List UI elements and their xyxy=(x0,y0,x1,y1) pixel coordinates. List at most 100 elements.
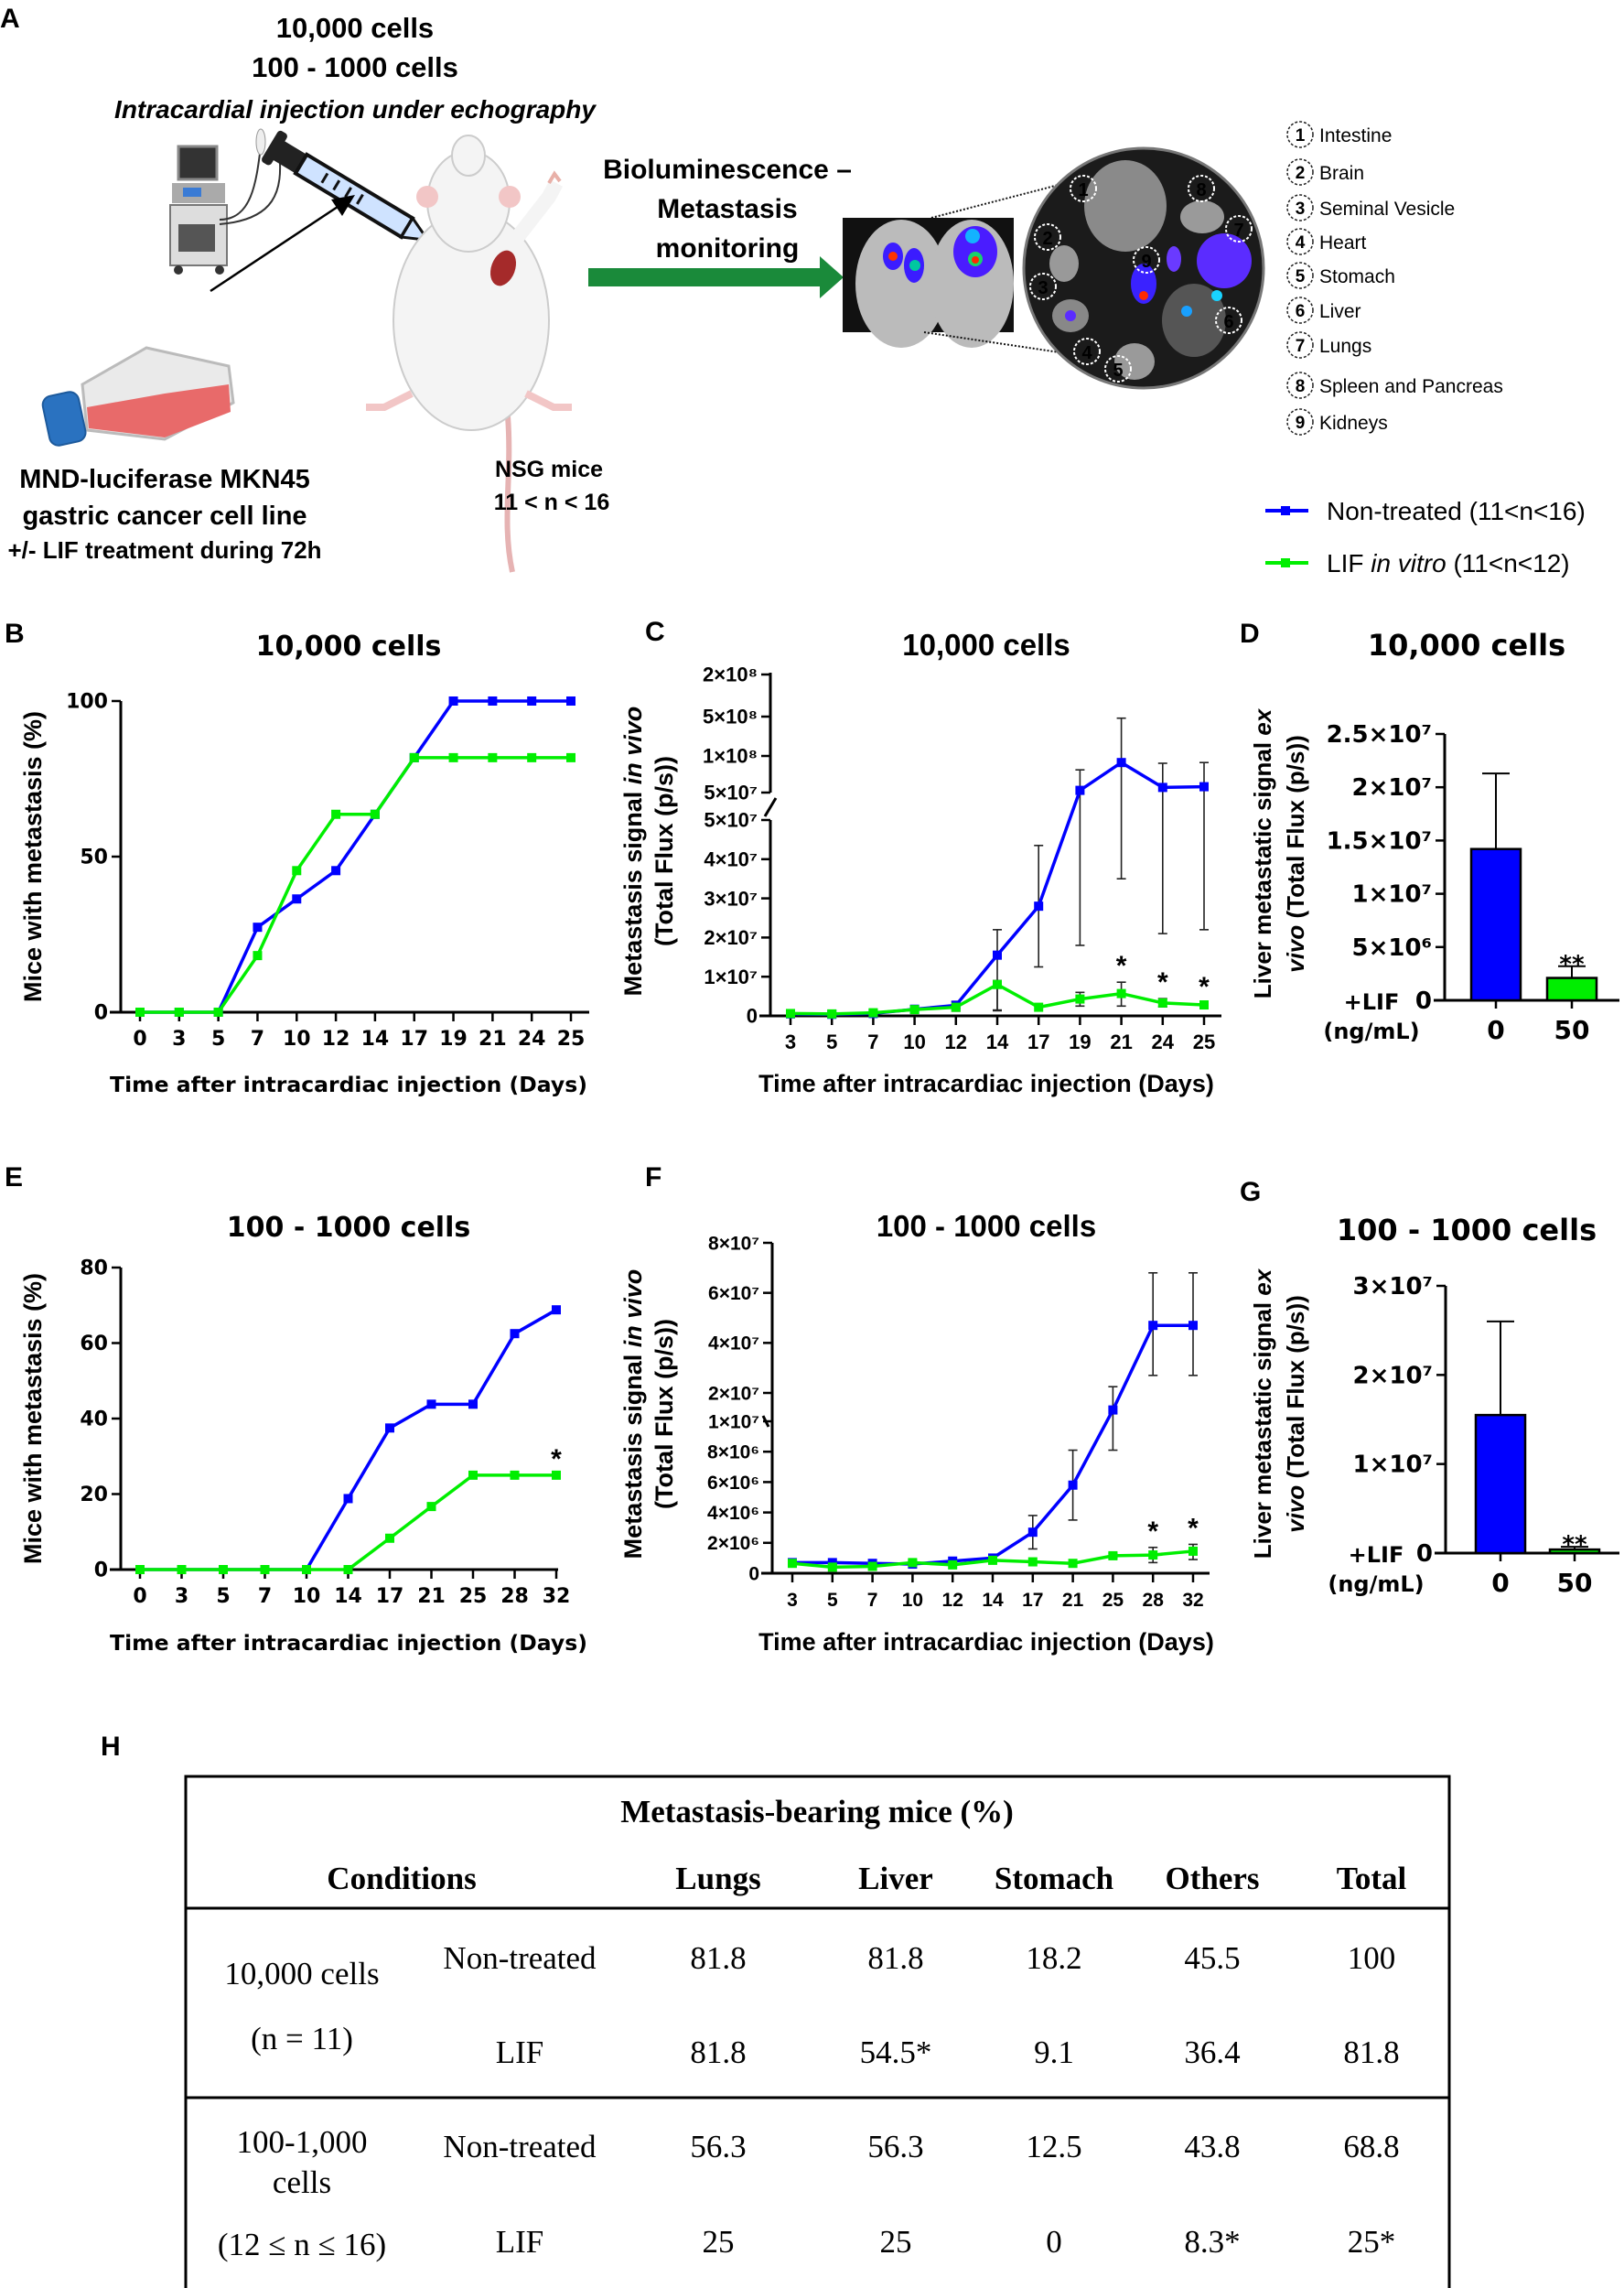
y-tick-label: 60 xyxy=(80,1333,108,1355)
significance-star: * xyxy=(1116,951,1127,981)
data-point xyxy=(909,1005,920,1015)
legend-label: Non-treated (11<n<16) xyxy=(1327,497,1586,525)
y-tick-label: 6×10⁷ xyxy=(708,1283,759,1304)
x-tick-label: 5 xyxy=(826,1031,837,1053)
x-tick-label: 21 xyxy=(417,1585,446,1608)
data-point xyxy=(786,1009,795,1019)
y-axis-label-part: Metastasis signal xyxy=(619,784,647,996)
table-value-cell: 81.8 xyxy=(690,1940,746,1976)
y-axis-label: (Total Flux (p/s)) xyxy=(651,1319,678,1509)
data-point xyxy=(1116,758,1126,768)
y-axis-label: Metastasis signal in vivo xyxy=(619,707,647,997)
dish-number-circle xyxy=(1034,223,1061,251)
dish-number-circle xyxy=(1029,273,1057,300)
table-condition-cell: LIF xyxy=(496,2034,544,2070)
legend-label-part: in vitro xyxy=(1371,549,1446,577)
data-point xyxy=(488,752,498,762)
y-axis-label-part: vivo xyxy=(1282,925,1309,973)
data-point xyxy=(343,1565,353,1574)
data-point xyxy=(370,809,380,819)
data-point xyxy=(260,1565,270,1574)
data-point xyxy=(510,1329,520,1339)
y-tick-label: 1×10⁷ xyxy=(1352,881,1432,909)
table-column-header: Total xyxy=(1337,1861,1407,1896)
series-non-treated xyxy=(135,696,575,1017)
table-value-cell: 18.2 xyxy=(1026,1940,1081,1976)
injection-method-label: Intracardial injection under echography xyxy=(114,95,597,124)
table-condition-cell: LIF xyxy=(496,2224,544,2260)
x-tick-label: 21 xyxy=(1110,1031,1132,1053)
x-tick-label: 5 xyxy=(216,1585,230,1608)
table-title: Metastasis-bearing mice (%) xyxy=(620,1794,1014,1829)
y-tick-label: 5×10⁶ xyxy=(1352,934,1432,962)
y-tick-label: 0 xyxy=(748,1563,759,1584)
table-group-label: (12 ≤ n ≤ 16) xyxy=(218,2227,386,2262)
legend-label-part: (11<n<12) xyxy=(1447,549,1570,577)
y-tick-label: 2.5×10⁷ xyxy=(1327,721,1432,749)
series-non-treated xyxy=(135,1305,561,1574)
y-tick-label: 5×10⁷ xyxy=(704,782,758,804)
organ-number-circle xyxy=(1286,158,1314,186)
table-value-cell: 9.1 xyxy=(1034,2034,1074,2070)
x-tick-label: 14 xyxy=(986,1031,1009,1053)
table-value-cell: 56.3 xyxy=(867,2129,923,2164)
panel-label-d: D xyxy=(1240,619,1260,649)
y-tick-label: 0 xyxy=(747,1005,758,1028)
y-tick-label: 1×10⁸ xyxy=(703,745,758,768)
dish-number-circle xyxy=(1070,175,1097,202)
x-tick-label: 24 xyxy=(518,1028,546,1051)
y-axis-label-part: (Total Flux (p/s)) xyxy=(651,1319,678,1509)
y-tick-label: 8×10⁷ xyxy=(708,1233,759,1254)
y-tick-label: 2×10⁸ xyxy=(703,664,758,686)
y-tick-label: 3×10⁷ xyxy=(1353,1273,1433,1300)
series-line xyxy=(792,1323,1193,1566)
y-tick-label: 3×10⁷ xyxy=(704,887,758,910)
y-tick-label: 80 xyxy=(80,1257,108,1280)
data-point xyxy=(1148,1550,1158,1560)
table-value-cell: 81.8 xyxy=(690,2034,746,2070)
series-lif xyxy=(135,752,575,1017)
data-point xyxy=(1068,1559,1078,1569)
organ-name: Kidneys xyxy=(1319,413,1388,434)
table-value-cell: 81.8 xyxy=(867,1940,923,1976)
table-value-cell: 25 xyxy=(880,2224,912,2260)
table-value-cell: 12.5 xyxy=(1026,2129,1081,2164)
x-axis-label: Time after intracardiac injection (Days) xyxy=(758,1628,1214,1656)
data-point xyxy=(510,1470,520,1480)
x-axis-label: Time after intracardiac injection (Days) xyxy=(110,1072,587,1097)
x-tick-label: 14 xyxy=(334,1585,362,1608)
data-point xyxy=(1027,1527,1038,1538)
x-axis-label: Time after intracardiac injection (Days) xyxy=(758,1070,1214,1097)
organ-number: 9 xyxy=(1296,414,1306,433)
significance-star: * xyxy=(1157,967,1168,998)
y-tick-label: 0 xyxy=(94,1560,108,1582)
table-value-cell: 100 xyxy=(1348,1940,1396,1976)
x-tick-label: 7 xyxy=(867,1590,878,1611)
table-value-cell: 56.3 xyxy=(690,2129,746,2164)
bar xyxy=(1545,977,1598,1002)
table-column-header: Others xyxy=(1165,1861,1259,1896)
panel-label-b: B xyxy=(5,619,25,649)
y-tick-label: 8×10⁶ xyxy=(707,1442,759,1463)
data-point xyxy=(174,1008,184,1017)
organ-number-circle xyxy=(1286,297,1314,324)
x-prefix-unit: (ng/mL) xyxy=(1328,1571,1424,1597)
treatment-label: +/- LIF treatment during 72h xyxy=(7,536,321,564)
significance-star: ** xyxy=(1562,1531,1587,1559)
data-point xyxy=(135,1008,145,1017)
x-tick-label: 10 xyxy=(902,1590,923,1611)
dish-number-circle xyxy=(1073,338,1101,365)
monitoring-label: Metastasis xyxy=(657,194,797,224)
y-tick-label: 0 xyxy=(94,1002,108,1025)
data-point xyxy=(448,696,458,706)
x-tick-label: 3 xyxy=(787,1590,798,1611)
organ-number-circle xyxy=(1286,331,1314,359)
y-axis-label-part: Liver metastatic signal xyxy=(1249,1296,1276,1560)
y-axis-label-part: Mice with metastasis (%) xyxy=(19,711,47,1002)
series-line xyxy=(140,1308,557,1571)
dish-number-circle xyxy=(1215,307,1242,334)
x-tick-label: 0 xyxy=(133,1028,146,1051)
results-table: Metastasis-bearing mice (%) Conditions Lun… xyxy=(184,1775,1451,2288)
chart-panel-f: 0 2×10⁶ 4×10⁶ 6×10⁶ 8×10⁶ 1×10⁷ 2×10⁷ 4×10⁷ 6×10… xyxy=(707,1209,1214,1656)
y-axis-label: Mice with metastasis (%) xyxy=(19,1273,47,1564)
